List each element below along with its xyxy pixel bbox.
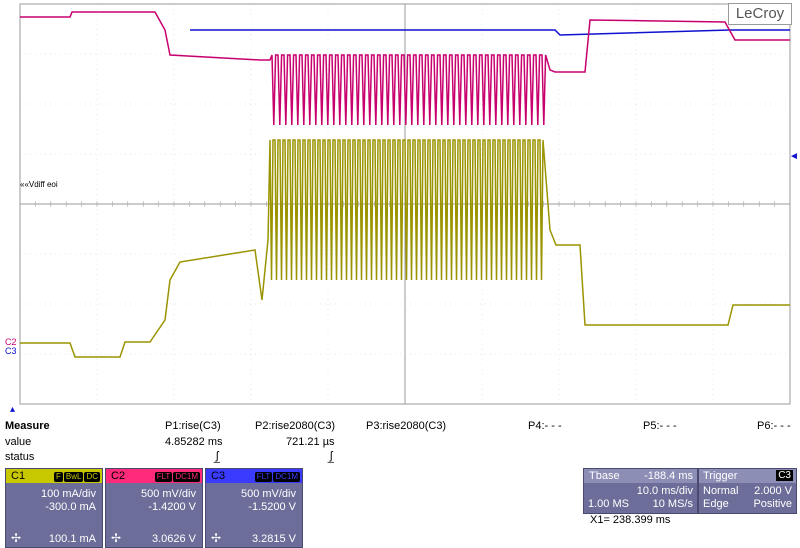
c2-header: C2 FLT DC1M [106,469,202,483]
waveform-grid [19,3,791,405]
c3-trace-path [190,29,790,36]
c2-trace-path [20,11,790,126]
c1-trace [20,139,790,358]
c2-label: C2 [111,470,126,482]
c3-scale: 500 mV/div [240,488,296,500]
c2-offset: -1.4200 V [148,501,196,513]
param-p1-name[interactable]: P1:rise(C3) [165,420,221,432]
c2-reading: 3.0626 V [151,533,196,545]
param-p2-name[interactable]: P2:rise2080(C3) [255,420,336,432]
trigger-type: Edge [703,498,729,510]
trigger-slope: Positive [753,498,792,510]
trigger-level-marker-icon[interactable]: ◄ [789,151,799,162]
channel-c3-panel[interactable]: C3 FLT DC1M 500 mV/div -1.5200 V ✢ 3.2815… [205,468,303,548]
timebase-panel[interactable]: Tbase -188.4 ms 10.0 ms/div 1.00 MS 10 M… [583,468,698,514]
c2-scale: 500 mV/div [140,488,196,500]
trigger-source: C3 [776,470,793,481]
trigger-label: Trigger [703,470,738,482]
c3-offset: -1.5200 V [248,501,296,513]
trigger-header [699,469,796,483]
c1-label: C1 [11,470,26,482]
c1-tag-bwl: BwL [63,472,84,482]
timebase-samples: 1.00 MS [588,498,629,510]
timebase-rate: 10 MS/s [652,498,693,510]
c2-tag-coupling: DC1M [173,472,200,482]
param-p2-value: 721.21 µs [286,436,335,448]
measure-status-row-label: status [5,451,35,463]
c1-tag-coupling: DC [84,472,100,482]
trigger-panel[interactable]: Trigger C3 Normal 2.000 V Edge Positive [698,468,797,514]
c2-ground-marker[interactable]: C2 [5,337,17,347]
reference-label: ««Vdiff eoi [20,180,58,189]
channel-c2-panel[interactable]: C2 FLT DC1M 500 mV/div -1.4200 V ✢ 3.0626… [105,468,203,548]
c1-tag-filter: F [53,472,63,482]
param-p3-name[interactable]: P3:rise2080(C3) [366,420,447,432]
channel-c1-panel[interactable]: C1 F BwL DC 100 mA/div -300.0 mA ✢ 100.1 m… [5,468,103,548]
c1-trace-path [20,139,790,358]
scope-display[interactable]: LeCroy ««Vdiff eoi C2 C3 ◄ ▴ [0,0,800,415]
c3-tag-coupling: DC1M [273,472,300,482]
c3-ground-marker[interactable]: C3 [5,346,17,356]
measure-value-row-label: value [5,436,32,448]
c2-tag-filter: FLT [154,472,173,482]
param-p1-value: 4.85282 ms [165,436,223,448]
timebase-per-div: 10.0 ms/div [636,485,693,497]
timebase-delay: -188.4 ms [644,470,693,482]
c3-reading: 3.2815 V [251,533,296,545]
c3-tag-filter: FLT [254,472,273,482]
c3-cross-icon: ✢ [211,531,222,545]
param-p5-name[interactable]: P5:- - - [643,420,677,432]
timebase-header [584,469,697,483]
c2-trace [20,11,790,126]
lecroy-logo: LeCroy [728,3,792,25]
trigger-mode: Normal [703,485,739,497]
timebase-label: Tbase [589,470,620,482]
c3-trace [190,29,790,36]
c2-cross-icon: ✢ [111,531,122,545]
c3-label: C3 [211,470,226,482]
trigger-position-marker-icon[interactable]: ▴ [10,404,16,415]
c1-reading: 100.1 mA [48,533,96,545]
c1-offset: -300.0 mA [45,501,96,513]
param-p4-name[interactable]: P4:- - - [528,420,562,432]
measure-title: Measure [5,420,50,432]
param-p2-status: ʃ̲ [330,450,333,462]
c1-scale: 100 mA/div [40,488,96,500]
param-p6-name[interactable]: P6:- - - [757,420,791,432]
cursor-x1-readout: X1= 238.399 ms [590,514,671,526]
c3-header: C3 FLT DC1M [206,469,302,483]
c1-header: C1 F BwL DC [6,469,102,483]
c1-cross-icon: ✢ [11,531,22,545]
param-p1-status: ʃ̲ [216,450,219,462]
trigger-level: 2.000 V [754,485,792,497]
